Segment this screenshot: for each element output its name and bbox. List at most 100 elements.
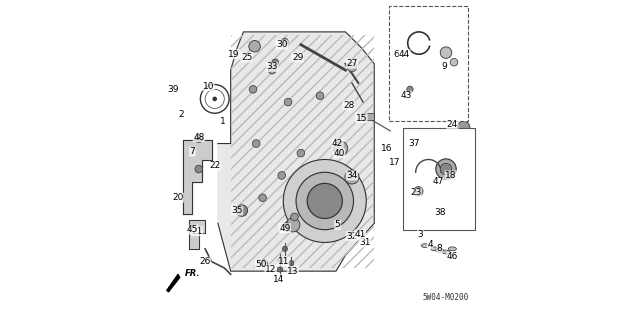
Circle shape [249,41,260,52]
Circle shape [457,121,470,134]
Text: 14: 14 [273,275,284,284]
Circle shape [278,267,283,272]
Text: 5: 5 [335,220,340,229]
Text: 27: 27 [346,59,358,68]
Text: 18: 18 [445,171,456,180]
Text: 25: 25 [241,53,252,62]
Text: 37: 37 [408,139,420,148]
Ellipse shape [431,247,439,251]
Circle shape [195,135,203,143]
Text: 43: 43 [401,91,412,100]
Circle shape [249,85,257,93]
Text: 50: 50 [255,260,267,269]
Text: FR.: FR. [184,269,200,278]
Circle shape [347,62,356,72]
Text: 30: 30 [276,40,287,49]
Circle shape [268,66,276,74]
Text: 31: 31 [359,238,371,247]
Circle shape [413,187,423,196]
Polygon shape [183,140,212,214]
Text: 11: 11 [278,257,289,266]
Text: 47: 47 [433,177,444,186]
Text: 39: 39 [168,85,179,94]
Ellipse shape [421,244,429,248]
Circle shape [291,213,298,221]
Circle shape [307,183,342,219]
Circle shape [259,194,266,202]
Circle shape [450,58,458,66]
Text: 45: 45 [187,225,198,234]
Text: 10: 10 [203,82,214,91]
Circle shape [333,141,348,155]
Circle shape [345,170,359,184]
Polygon shape [189,220,205,249]
Circle shape [440,47,452,58]
Circle shape [252,140,260,147]
Text: 24: 24 [447,120,458,129]
Text: 44: 44 [399,50,410,59]
Text: 4: 4 [428,240,433,249]
Text: 3: 3 [418,230,424,239]
Text: 35: 35 [231,206,243,215]
Circle shape [436,159,456,179]
Circle shape [286,218,300,232]
Text: 15: 15 [356,114,367,122]
Circle shape [282,38,288,45]
Text: 21: 21 [191,227,203,236]
Polygon shape [167,274,180,292]
Text: 28: 28 [343,101,355,110]
Ellipse shape [436,249,444,252]
Text: 17: 17 [389,158,401,167]
Text: 46: 46 [447,252,458,261]
Circle shape [195,165,203,173]
Circle shape [272,59,278,65]
Text: 12: 12 [265,265,276,274]
Text: 49: 49 [279,224,291,233]
Text: 8: 8 [436,244,442,253]
Circle shape [296,172,353,230]
Circle shape [316,92,324,100]
Text: 20: 20 [172,193,184,202]
Text: 9: 9 [442,63,447,71]
Bar [361,113,374,120]
Circle shape [236,205,248,216]
Text: 34: 34 [346,171,358,180]
Bar [230,35,374,268]
Circle shape [297,149,305,157]
Bar [403,128,475,230]
Text: 22: 22 [209,161,220,170]
Text: 13: 13 [287,267,299,276]
Text: 2: 2 [179,110,184,119]
Circle shape [213,97,216,100]
Text: 26: 26 [200,257,211,266]
Text: 48: 48 [193,133,204,142]
Text: 29: 29 [292,53,303,62]
Circle shape [284,98,292,106]
Text: 7: 7 [189,147,195,156]
Text: 32: 32 [346,232,358,241]
Text: 41: 41 [354,230,365,239]
Text: 23: 23 [410,189,421,197]
Circle shape [440,163,452,175]
Text: 33: 33 [266,63,278,71]
Text: 40: 40 [333,149,345,158]
Circle shape [289,261,294,266]
Text: 38: 38 [434,208,445,217]
Circle shape [284,222,289,227]
Circle shape [407,86,413,93]
Text: 19: 19 [228,50,239,59]
Circle shape [278,257,283,263]
Text: 42: 42 [332,139,343,148]
Bar [388,6,468,121]
Ellipse shape [442,250,450,254]
Circle shape [278,172,285,179]
Text: 16: 16 [381,144,393,153]
Circle shape [284,160,366,242]
Text: 6: 6 [394,50,399,59]
Text: 5W04-M0200: 5W04-M0200 [422,293,468,302]
Polygon shape [218,32,374,271]
Circle shape [282,246,287,251]
Circle shape [261,260,268,266]
Ellipse shape [449,247,456,251]
Text: 1: 1 [220,117,225,126]
